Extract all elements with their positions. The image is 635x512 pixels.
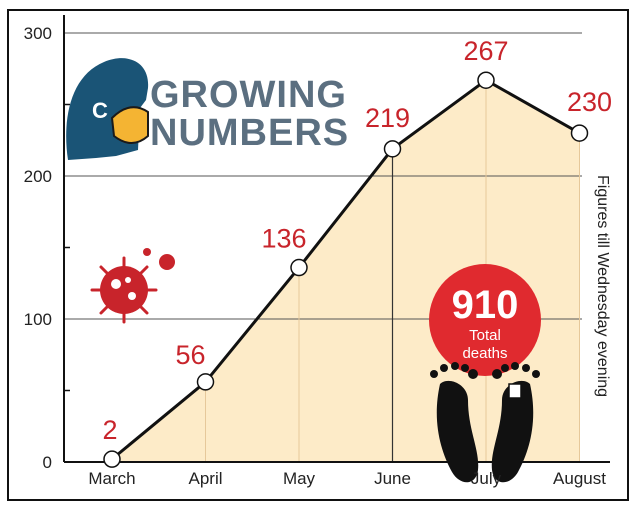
virus-icon xyxy=(90,248,175,324)
total-deaths-badge: 910 Total deaths xyxy=(429,264,541,376)
data-label: 267 xyxy=(463,36,508,66)
title-line-2: NUMBERS xyxy=(150,112,349,154)
x-tick-label: June xyxy=(374,469,411,488)
data-label: 56 xyxy=(175,340,205,370)
badge-number: 910 xyxy=(452,283,519,327)
data-point xyxy=(477,71,495,89)
x-tick-label: August xyxy=(553,469,606,488)
data-point xyxy=(570,124,589,142)
x-tick-label: March xyxy=(88,469,135,488)
x-tick-label: July xyxy=(471,469,502,488)
grid: 0 100 200 300 xyxy=(24,24,582,472)
data-label: 136 xyxy=(261,224,306,254)
chart-marks: 2 March 56 April 136 May 219 June 267 July 230 Augu… xyxy=(88,36,612,488)
feet-tag-icon xyxy=(430,362,540,483)
data-point xyxy=(103,450,121,468)
data-point xyxy=(290,258,308,277)
data-label: 2 xyxy=(102,415,117,445)
badge-line-2: deaths xyxy=(462,345,507,362)
data-label: 219 xyxy=(365,103,410,133)
side-note: Figures till Wednesday evening xyxy=(594,175,611,397)
data-label: 230 xyxy=(567,87,612,117)
x-tick-label: May xyxy=(283,469,316,488)
y-tick-label: 0 xyxy=(43,453,52,472)
series-line xyxy=(111,78,581,461)
y-tick-label: 300 xyxy=(24,24,52,43)
svg-text:C: C xyxy=(92,98,108,123)
data-point xyxy=(383,140,402,158)
c-head-mask-icon: C xyxy=(66,58,149,161)
y-tick-label: 100 xyxy=(24,310,52,329)
x-tick-label: April xyxy=(188,469,222,488)
data-point xyxy=(196,373,215,391)
badge-line-1: Total xyxy=(469,327,501,344)
title-line-1: GROWING xyxy=(150,74,347,116)
y-tick-label: 200 xyxy=(24,167,52,186)
